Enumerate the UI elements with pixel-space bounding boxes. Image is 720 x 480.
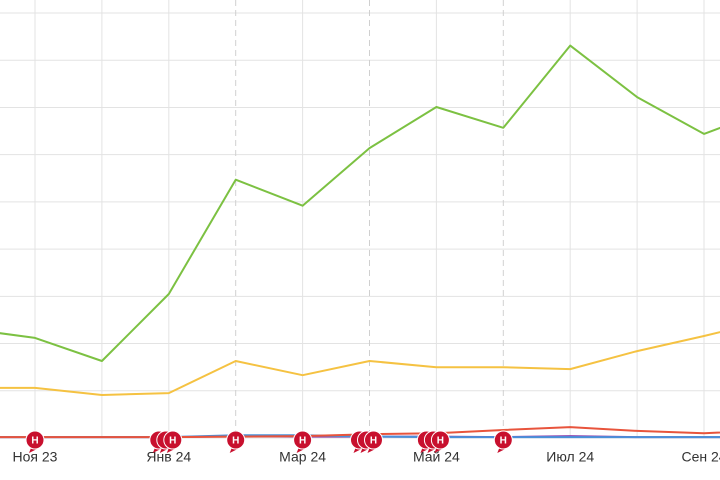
pin-circle	[25, 430, 45, 450]
x-tick-label: Май 24	[413, 449, 460, 465]
event-pin[interactable]: Н	[226, 430, 246, 453]
pin-circle	[293, 430, 313, 450]
x-tick-label: Янв 24	[146, 449, 191, 465]
pin-label: Н	[500, 436, 507, 447]
pin-circle	[364, 430, 383, 450]
event-pin[interactable]: Н	[25, 430, 45, 453]
pin-label: Н	[31, 436, 38, 447]
x-tick-label: Мар 24	[279, 449, 326, 465]
pin-label: Н	[370, 436, 377, 447]
pin-label: Н	[437, 436, 444, 447]
event-pin[interactable]: Н	[430, 430, 450, 453]
pin-circle	[226, 430, 246, 450]
series-line	[0, 331, 720, 396]
pin-circle	[493, 430, 513, 450]
event-pin[interactable]: Н	[493, 430, 513, 453]
event-pin[interactable]: Н	[364, 430, 383, 453]
event-pin[interactable]: Н	[163, 430, 183, 453]
event-pin[interactable]: Н	[293, 430, 313, 453]
pin-circle	[430, 430, 450, 450]
x-tick-label: Ноя 23	[13, 449, 58, 465]
pin-label: Н	[169, 436, 176, 447]
x-tick-label: Сен 24	[681, 449, 720, 465]
pin-label: Н	[232, 436, 239, 447]
pin-label: Н	[299, 436, 306, 447]
x-tick-label: Июл 24	[546, 449, 594, 465]
pin-circle	[163, 430, 183, 450]
series-line	[0, 44, 720, 362]
